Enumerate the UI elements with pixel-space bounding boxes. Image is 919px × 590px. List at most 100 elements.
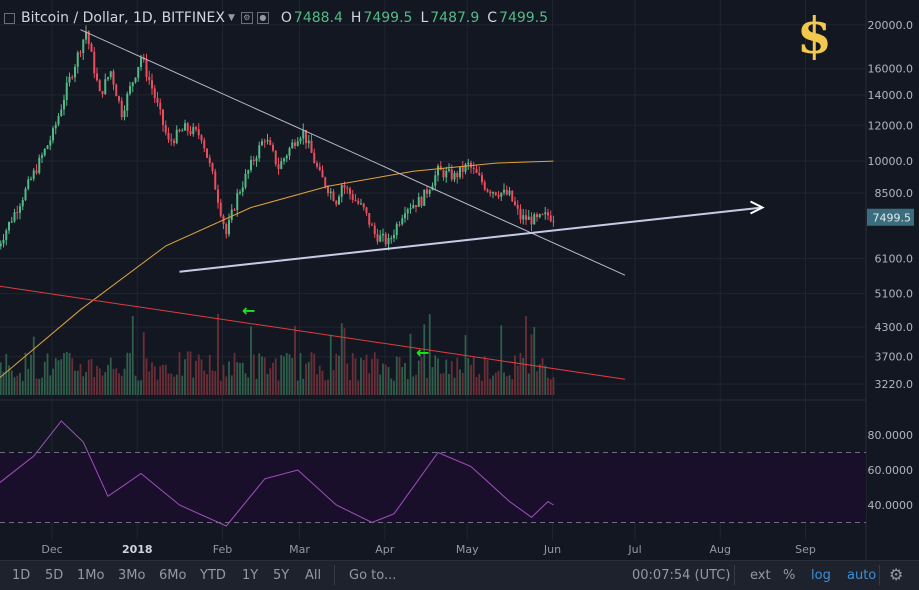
volume-bar: [148, 371, 151, 395]
volume-bar: [109, 357, 112, 395]
volume-bar: [417, 360, 420, 395]
bottom-toolbar: 1D 5D 1Mo 3Mo 6Mo YTD 1Y 5Y All Go to...…: [0, 560, 919, 590]
candle-body: [46, 145, 49, 149]
candle-body: [497, 194, 500, 197]
volume-bar: [30, 354, 32, 395]
candle-body: [437, 165, 439, 176]
volume-bar: [200, 359, 203, 395]
candle-body: [230, 209, 233, 220]
settings-icon[interactable]: ⚙: [240, 12, 253, 24]
volume-bar: [483, 356, 486, 395]
volume-bar: [76, 370, 79, 395]
range-3mo-button[interactable]: 3Mo: [118, 568, 146, 583]
range-6mo-button[interactable]: 6Mo: [159, 568, 187, 583]
volume-bar: [10, 370, 13, 395]
volume-bar: [439, 373, 442, 395]
price-axis-label: 12000.0: [868, 119, 914, 132]
range-5y-button[interactable]: 5Y: [273, 568, 290, 583]
candle-body: [250, 159, 252, 171]
candle-body: [167, 132, 170, 140]
range-1mo-button[interactable]: 1Mo: [77, 568, 105, 583]
candle-body: [90, 43, 93, 52]
candle-body: [525, 215, 527, 220]
volume-bar: [442, 373, 445, 395]
candle-body: [137, 67, 140, 78]
candle-body: [206, 148, 208, 158]
volume-bar: [332, 369, 335, 395]
volume-bar: [167, 373, 170, 395]
candle-body: [2, 239, 5, 244]
candle-body: [329, 191, 332, 194]
volume-bar: [316, 374, 318, 395]
volume-bar: [522, 358, 525, 395]
candle-body: [379, 235, 382, 242]
goto-button[interactable]: Go to...: [349, 568, 397, 583]
candle-body: [486, 189, 489, 192]
volume-bar: [230, 375, 233, 395]
volume-bar: [404, 363, 406, 395]
candle-body: [274, 150, 277, 165]
candle-body: [313, 152, 316, 164]
chevron-down-icon[interactable]: ▼: [227, 13, 235, 23]
candle-body: [371, 224, 373, 226]
volume-bar: [291, 357, 294, 395]
candle-body: [288, 148, 291, 156]
candle-body: [464, 164, 467, 172]
time-axis-label: 2018: [122, 543, 153, 556]
volume-bar: [538, 364, 541, 395]
volume-bar: [184, 359, 186, 395]
symbol-title[interactable]: Bitcoin / Dollar, 1D, BITFINEX: [21, 10, 225, 26]
range-5d-button[interactable]: 5D: [45, 568, 64, 583]
candle-body: [285, 155, 288, 159]
candle-body: [126, 93, 129, 111]
support-trendline: [179, 206, 763, 273]
candle-body: [266, 140, 269, 142]
range-ytd-button[interactable]: YTD: [200, 568, 226, 583]
candle-body: [475, 168, 478, 173]
toolbar-divider: [879, 565, 880, 585]
volume-bar: [269, 368, 272, 395]
volume-bar: [481, 380, 483, 395]
candle-body: [225, 224, 228, 235]
candle-body: [442, 170, 445, 178]
volume-bar: [5, 353, 8, 395]
utc-clock[interactable]: 00:07:54 (UTC): [632, 568, 731, 583]
range-all-button[interactable]: All: [305, 568, 322, 583]
candle-body: [261, 141, 263, 146]
percent-toggle[interactable]: %: [783, 568, 796, 583]
volume-bar: [547, 377, 549, 395]
candle-body: [214, 171, 217, 190]
volume-bar: [338, 355, 340, 395]
volume-bar: [453, 377, 456, 395]
volume-bar: [175, 374, 178, 395]
auto-toggle[interactable]: auto: [847, 568, 877, 583]
candle-body: [384, 233, 387, 245]
candle-body: [52, 128, 54, 141]
ext-toggle[interactable]: ext: [750, 568, 771, 583]
time-axis-label: Dec: [41, 543, 62, 556]
candle-body: [49, 140, 52, 146]
volume-bar: [362, 360, 365, 395]
collapse-icon[interactable]: [4, 12, 15, 24]
volume-bar: [241, 362, 244, 395]
hide-icon[interactable]: ●: [256, 12, 269, 24]
volume-bar: [266, 374, 269, 395]
candle-body: [365, 207, 368, 214]
gear-icon[interactable]: ⚙: [889, 565, 904, 584]
range-1d-button[interactable]: 1D: [12, 568, 31, 583]
candle-body: [54, 124, 57, 129]
time-axis-label: Jul: [627, 543, 641, 556]
candle-body: [123, 110, 126, 118]
volume-bar: [516, 365, 519, 395]
candle-body: [258, 145, 261, 159]
volume-bar: [107, 364, 109, 395]
volume-bar: [261, 356, 263, 395]
price-axis-label: 3700.0: [875, 351, 914, 364]
log-toggle[interactable]: log: [811, 568, 831, 583]
range-1y-button[interactable]: 1Y: [242, 568, 259, 583]
volume-bar: [115, 368, 118, 395]
volume-bar: [285, 352, 288, 395]
volume-bar: [222, 364, 225, 395]
volume-bar: [137, 380, 140, 395]
